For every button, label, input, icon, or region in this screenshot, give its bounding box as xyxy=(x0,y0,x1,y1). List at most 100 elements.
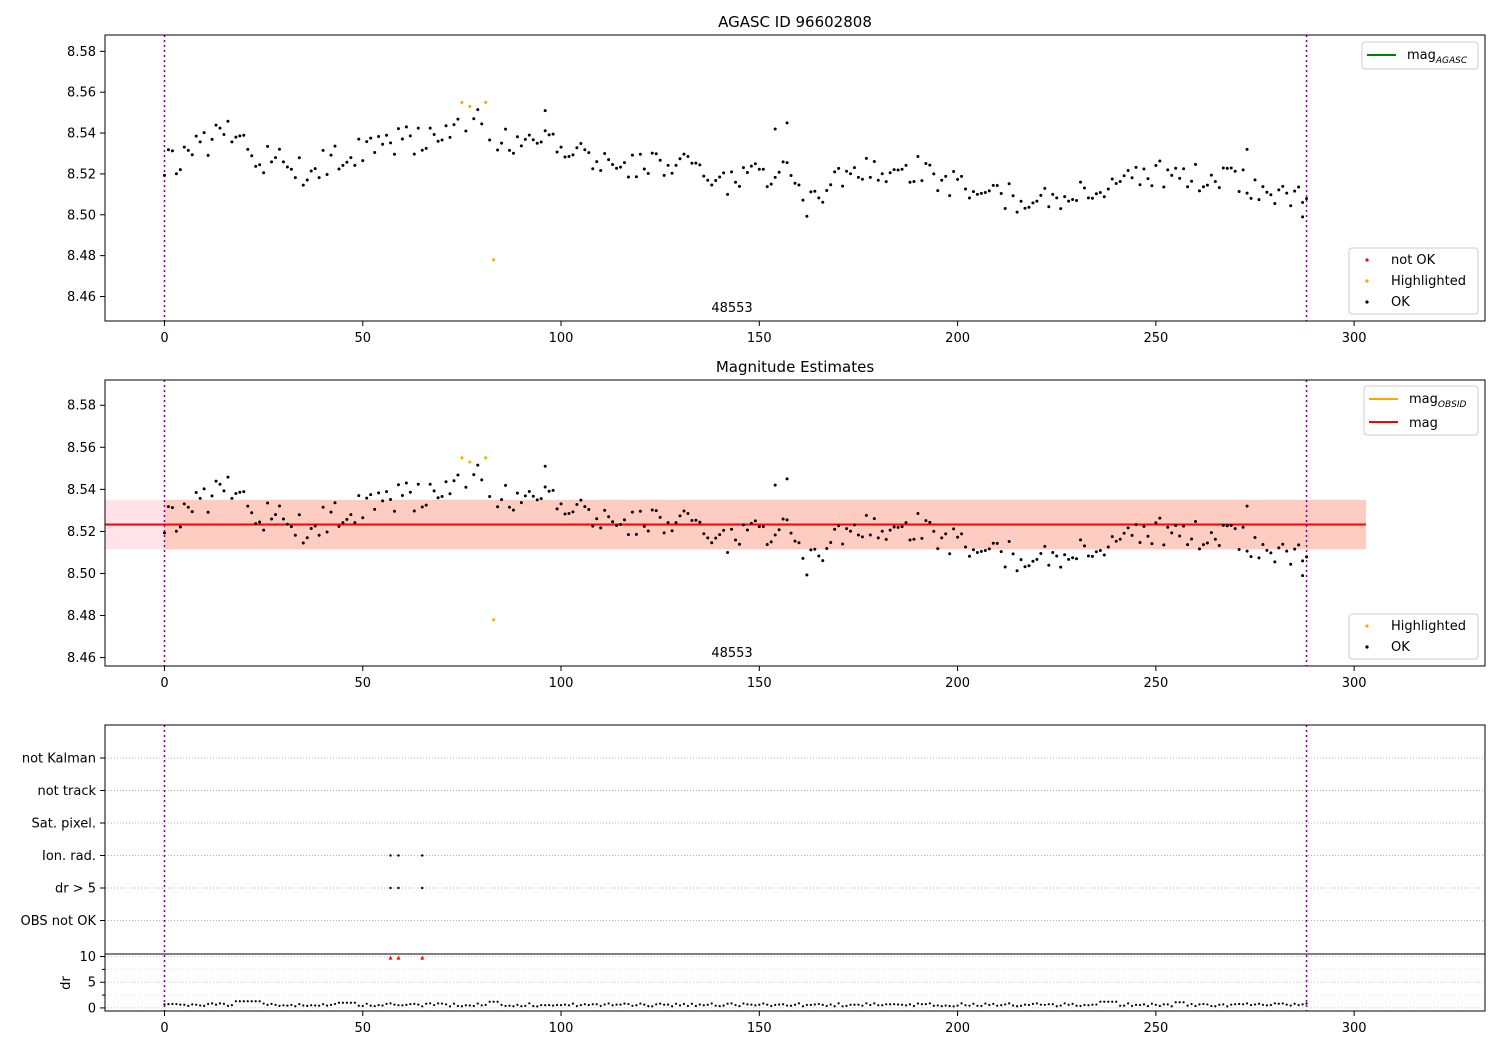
ok-point xyxy=(932,529,936,533)
ok-point xyxy=(690,161,694,165)
dr-point xyxy=(766,1003,769,1006)
ok-point xyxy=(214,123,218,127)
ok-point xyxy=(246,147,250,151)
dr-point xyxy=(920,1003,923,1006)
dr-point xyxy=(516,1003,519,1006)
ok-point xyxy=(900,167,904,171)
dr-point xyxy=(801,1005,805,1008)
ok-point xyxy=(1273,202,1277,206)
dr-point xyxy=(944,1004,947,1007)
ok-point xyxy=(714,536,718,540)
ok-point xyxy=(1086,196,1090,200)
ok-point xyxy=(444,480,448,484)
dr-point xyxy=(397,1004,400,1007)
ok-point xyxy=(515,491,519,495)
ok-point xyxy=(1035,199,1039,203)
dr-point xyxy=(698,1003,701,1006)
ok-point xyxy=(222,132,226,136)
ok-point xyxy=(793,181,797,185)
ok-point xyxy=(309,526,313,530)
magnitude-uncertainty-band xyxy=(105,499,1367,550)
dr-point xyxy=(774,1003,777,1007)
dr-point xyxy=(829,1003,832,1006)
ok-point xyxy=(504,127,508,131)
y-tick-label: 8.48 xyxy=(67,249,96,264)
dr-point xyxy=(1115,1000,1118,1003)
dr-point xyxy=(270,1002,273,1006)
ok-point xyxy=(928,163,932,167)
dr-point xyxy=(833,1005,836,1008)
dr-point xyxy=(409,1003,412,1006)
ok-point xyxy=(1225,524,1229,528)
y-tick-label: 8.56 xyxy=(67,441,96,456)
dr-point xyxy=(690,1002,693,1005)
ok-point xyxy=(313,167,317,171)
dr-point xyxy=(203,1004,206,1008)
dr-point xyxy=(1158,1004,1161,1008)
ok-point xyxy=(734,180,738,184)
ok-point xyxy=(1293,547,1297,551)
ok-point xyxy=(579,141,583,145)
ok-point xyxy=(1007,182,1011,186)
mag-agasc-legend-subscript: AGASC xyxy=(1435,56,1468,66)
dr-point xyxy=(1039,1003,1042,1006)
ok-point xyxy=(1015,569,1019,573)
dr-point xyxy=(615,1003,618,1006)
ok-point xyxy=(337,524,341,528)
dr-point xyxy=(1031,1002,1035,1005)
ok-point xyxy=(1110,535,1114,539)
ok-point xyxy=(722,171,726,175)
ok-point xyxy=(872,517,876,521)
ok-point xyxy=(726,550,730,554)
dr-point xyxy=(817,1002,820,1006)
ok-point xyxy=(519,501,523,505)
ok-point xyxy=(710,183,714,187)
dr-point xyxy=(322,1003,325,1006)
ok-point xyxy=(1158,159,1162,163)
dr-point xyxy=(956,1004,959,1007)
ok-point xyxy=(1134,165,1138,169)
ok-point xyxy=(900,525,904,529)
dr-point xyxy=(464,1004,467,1007)
flag-point xyxy=(421,886,424,890)
ok-point xyxy=(1301,559,1305,563)
ok-point xyxy=(718,175,722,179)
flag-category-label: dr > 5 xyxy=(55,882,96,897)
dr-point xyxy=(306,1004,309,1007)
ok-point xyxy=(1301,215,1305,219)
ok-point xyxy=(440,138,444,142)
ok-point xyxy=(1249,555,1253,559)
ok-point xyxy=(1281,184,1285,188)
dr-point xyxy=(460,1005,463,1008)
ok-point xyxy=(543,109,547,113)
ok-point xyxy=(745,528,749,532)
dr-point xyxy=(329,1003,333,1006)
ok-point xyxy=(682,509,686,513)
dr-point xyxy=(1285,1003,1288,1006)
ok-point xyxy=(674,163,678,167)
ok-point xyxy=(488,138,492,142)
ok-point xyxy=(448,135,452,139)
ok-point xyxy=(753,519,757,523)
ok-point xyxy=(1237,547,1241,551)
ok-point xyxy=(1011,552,1015,556)
ok-point xyxy=(1305,197,1309,201)
ok-point xyxy=(567,155,571,159)
dr-point xyxy=(857,1003,860,1006)
ok-point xyxy=(1007,540,1011,544)
ok-point xyxy=(714,178,718,182)
ok-point xyxy=(507,148,511,152)
ok-point xyxy=(583,505,587,509)
ok-point xyxy=(789,531,793,535)
dr-point xyxy=(1182,1001,1185,1004)
ok-point xyxy=(1086,554,1090,558)
ok-point xyxy=(1297,543,1301,547)
dr-point xyxy=(199,1004,202,1007)
ok-point xyxy=(769,182,773,186)
dr-point xyxy=(1245,1002,1249,1005)
ok-point xyxy=(412,509,416,513)
ok-point xyxy=(162,531,166,535)
dr-point xyxy=(674,1002,678,1005)
ok-point xyxy=(1134,523,1138,527)
dr-point xyxy=(1162,1003,1165,1006)
